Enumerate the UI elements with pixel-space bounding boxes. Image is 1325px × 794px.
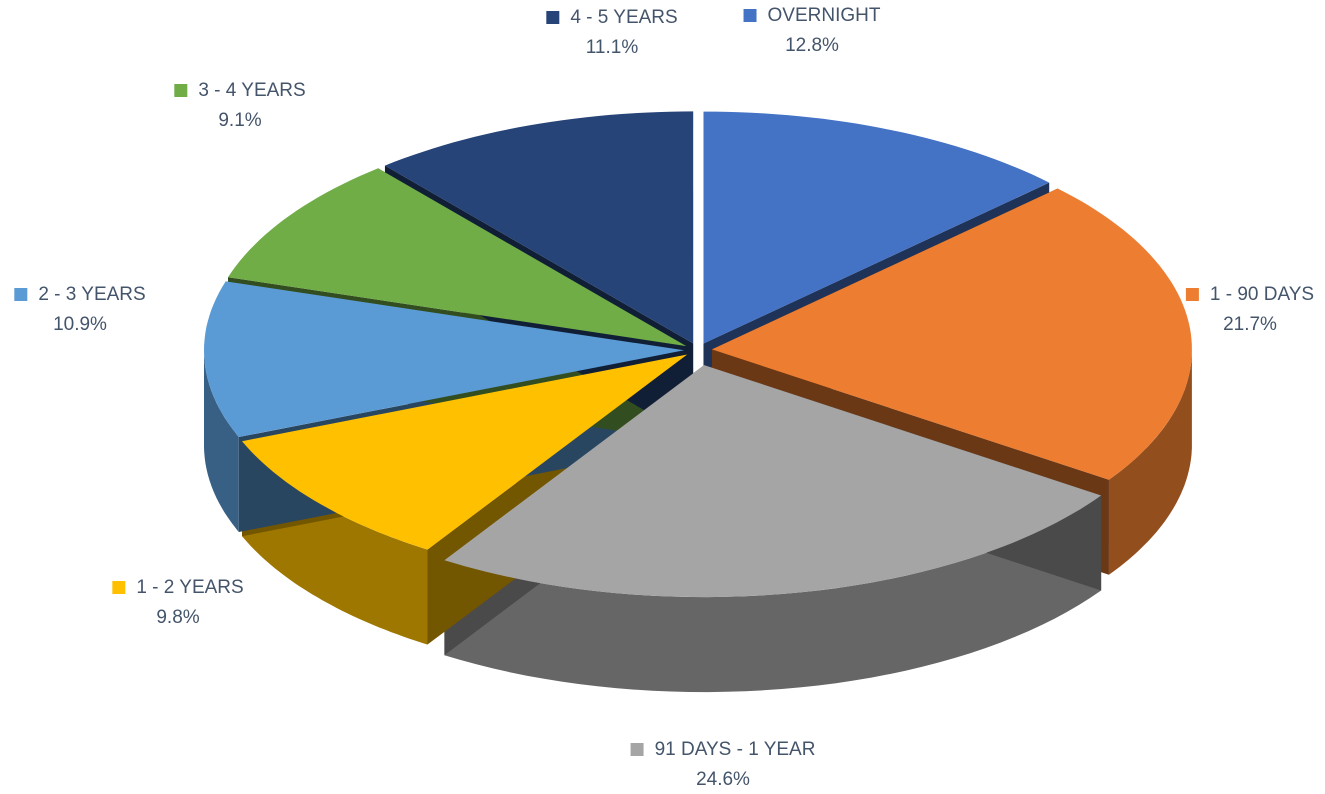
legend-label: 1 - 2 YEARS bbox=[136, 577, 243, 598]
legend-swatch bbox=[546, 11, 560, 24]
legend-label: OVERNIGHT bbox=[768, 5, 881, 26]
legend-label: 3 - 4 YEARS bbox=[198, 80, 305, 101]
value-label: 12.8% bbox=[785, 35, 839, 56]
legend-label: 91 DAYS - 1 YEAR bbox=[655, 739, 816, 760]
value-label: 11.1% bbox=[586, 37, 639, 58]
slice-side bbox=[1108, 349, 1192, 575]
legend-swatch bbox=[630, 743, 644, 756]
value-label: 10.9% bbox=[53, 314, 107, 335]
slice bbox=[444, 365, 1102, 598]
value-label: 21.7% bbox=[1223, 314, 1277, 335]
legend-swatch bbox=[1185, 288, 1199, 301]
slice bbox=[711, 188, 1192, 480]
legend-swatch bbox=[14, 288, 28, 301]
legend-swatch bbox=[112, 581, 126, 594]
slice bbox=[204, 281, 685, 437]
slice-side bbox=[444, 495, 1102, 693]
value-label: 9.1% bbox=[218, 110, 261, 131]
slice bbox=[228, 168, 687, 347]
value-label: 24.6% bbox=[696, 769, 750, 790]
slice bbox=[384, 111, 694, 344]
legend-label: 4 - 5 YEARS bbox=[570, 7, 677, 28]
legend-swatch bbox=[743, 9, 757, 22]
slice-side bbox=[204, 350, 239, 532]
legend-swatch bbox=[174, 84, 188, 97]
slice bbox=[242, 354, 688, 550]
legend-label: 2 - 3 YEARS bbox=[38, 284, 145, 305]
slice bbox=[703, 111, 1050, 344]
value-label: 9.8% bbox=[156, 607, 199, 628]
legend-label: 1 - 90 DAYS bbox=[1210, 284, 1314, 305]
